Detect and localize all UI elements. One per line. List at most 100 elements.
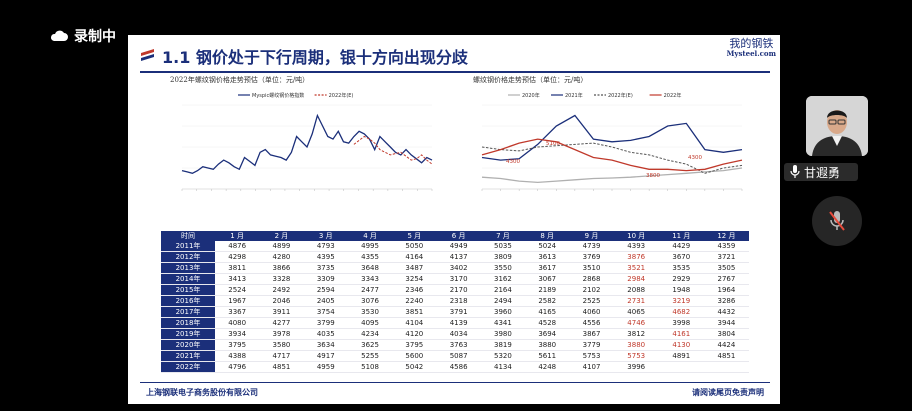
- table-cell: 3811: [215, 262, 260, 274]
- table-cell: 5753: [569, 350, 614, 362]
- table-cell: 3413: [215, 273, 260, 285]
- table-cell: 5611: [525, 350, 570, 362]
- table-row: 2015年 2524 2492 2594 2477 2346 2170 2164 2189 210…: [161, 284, 749, 296]
- table-cell: 3505: [703, 262, 749, 274]
- table-cell: 4280: [259, 251, 304, 263]
- table-year-cell: 2019年: [161, 328, 215, 340]
- table-cell: 5087: [436, 350, 481, 362]
- brand-logo: 我的钢铁 Mysteel.com: [727, 37, 776, 58]
- table-cell: 3487: [392, 262, 437, 274]
- table-row: 2013年 3811 3866 3735 3648 3487 3402 3550 3617 351…: [161, 262, 749, 274]
- table-cell: 2170: [436, 284, 481, 296]
- table-cell: 4095: [347, 317, 393, 329]
- table-header-cell: 8 月: [525, 231, 570, 241]
- participant-name: 甘遐勇: [804, 165, 841, 180]
- table-cell: 3880: [613, 339, 659, 351]
- brand-logo-cn: 我的钢铁: [729, 37, 774, 50]
- mute-toggle-button[interactable]: [812, 196, 862, 246]
- table-cell: 3521: [613, 262, 659, 274]
- table-header-cell: 时间: [161, 231, 215, 241]
- table-cell: 4876: [215, 241, 260, 252]
- table-cell: 4161: [658, 328, 704, 340]
- series-line: [481, 138, 743, 172]
- table-header-cell: 6 月: [436, 231, 481, 241]
- table-cell: 5600: [392, 350, 437, 362]
- table-cell: 2731: [613, 295, 659, 307]
- table-cell: 3804: [703, 328, 749, 340]
- mic-muted-icon: [829, 211, 845, 231]
- table-header-cell: 12 月: [703, 231, 749, 241]
- table-cell: 4060: [569, 306, 614, 318]
- table-cell: 4137: [436, 251, 481, 263]
- table-header-cell: 4 月: [347, 231, 393, 241]
- slide-header: 1.1 钢价处于下行周期，银十方向出现分歧 我的钢铁 Mysteel.com: [128, 35, 780, 73]
- table-cell: 3613: [525, 251, 570, 263]
- table-cell: 2767: [703, 273, 749, 285]
- table-cell: 4164: [392, 251, 437, 263]
- table-cell: 3219: [658, 295, 704, 307]
- table-cell: 5255: [347, 350, 393, 362]
- table-cell: 4851: [703, 350, 749, 362]
- table-cell: 1964: [703, 284, 749, 296]
- table-cell: 5042: [392, 361, 437, 373]
- table-cell: 3580: [259, 339, 304, 351]
- table-cell: 3625: [347, 339, 393, 351]
- table-cell: 3328: [259, 273, 304, 285]
- table-cell: 2984: [613, 273, 659, 285]
- recording-indicator: 录制中: [50, 26, 116, 46]
- table-cell: 3530: [347, 306, 393, 318]
- slide-logo-mark: [141, 49, 154, 61]
- table-cell: 3980: [480, 328, 526, 340]
- participant-video-tile[interactable]: [806, 96, 868, 156]
- table-cell: 2346: [392, 284, 437, 296]
- table-header-cell: 1 月: [215, 231, 260, 241]
- left-chart-title: 2022年螺纹钢价格走势预估（单位：元/吨）: [170, 76, 310, 84]
- table-cell: 3819: [480, 339, 526, 351]
- table-row: 2019年 3934 3978 4035 4234 4120 4034 3980 3694 386…: [161, 328, 749, 340]
- data-label: 3800: [646, 173, 660, 179]
- table-year-cell: 2013年: [161, 262, 215, 274]
- legend-label: 2022年: [664, 92, 682, 99]
- table-header-cell: 9 月: [569, 231, 614, 241]
- series-line: [481, 114, 743, 161]
- table-cell: 4035: [303, 328, 348, 340]
- table-cell: 2405: [303, 295, 348, 307]
- table-cell: 3170: [436, 273, 481, 285]
- recording-label: 录制中: [74, 29, 116, 45]
- left-price-chart: Myspic螺纹钢价格指数 2022年(E): [181, 92, 433, 191]
- table-cell: 4134: [480, 361, 526, 373]
- table-header-cell: 7 月: [480, 231, 526, 241]
- series-line: [181, 113, 433, 174]
- table-cell: 3735: [303, 262, 348, 274]
- table-cell: [658, 361, 704, 373]
- table-cell: 2524: [215, 284, 260, 296]
- table-cell: 4432: [703, 306, 749, 318]
- table-cell: 3779: [569, 339, 614, 351]
- table-cell: 3769: [569, 251, 614, 263]
- table-cell: 2240: [392, 295, 437, 307]
- table-cell: 3791: [436, 306, 481, 318]
- table-cell: [703, 361, 749, 373]
- table-cell: 5050: [392, 241, 437, 252]
- table-cell: 5108: [347, 361, 393, 373]
- table-cell: 3880: [525, 339, 570, 351]
- table-year-cell: 2018年: [161, 317, 215, 329]
- slide-title: 1.1 钢价处于下行周期，银十方向出现分歧: [162, 48, 468, 67]
- table-cell: 3795: [215, 339, 260, 351]
- table-cell: 4424: [703, 339, 749, 351]
- table-cell: 3634: [303, 339, 348, 351]
- legend-label: Myspic螺纹钢价格指数: [252, 92, 304, 99]
- table-cell: 5024: [525, 241, 570, 252]
- table-row: 2018年 4080 4277 3799 4095 4104 4139 4341 4528 455…: [161, 317, 749, 329]
- table-cell: 3254: [392, 273, 437, 285]
- table-cell: 3648: [347, 262, 393, 274]
- table-cell: 4917: [303, 350, 348, 362]
- table-cell: 4851: [259, 361, 304, 373]
- table-cell: 3934: [215, 328, 260, 340]
- table-cell: 4739: [569, 241, 614, 252]
- table-body: 2011年 4876 4899 4793 4995 5050 4949 5035 5024 473…: [161, 241, 749, 373]
- table-cell: 3876: [613, 251, 659, 263]
- table-cell: 4355: [347, 251, 393, 263]
- table-cell: 4034: [436, 328, 481, 340]
